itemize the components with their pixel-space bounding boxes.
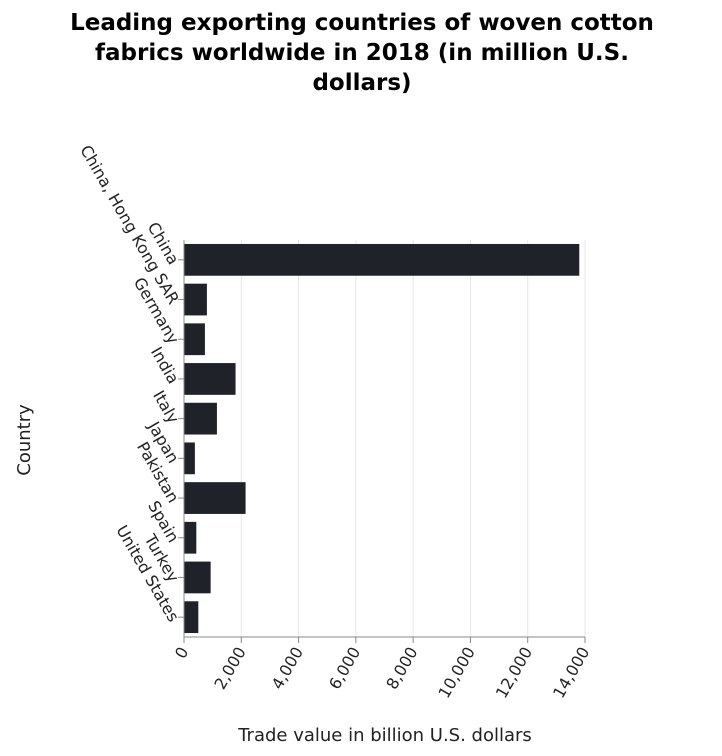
bar <box>184 402 217 435</box>
chart-title-line-2: fabrics worldwide in 2018 (in million U.… <box>95 40 629 66</box>
x-tick-label: 6,000 <box>325 644 364 693</box>
bar <box>184 442 195 475</box>
x-tick-label: 4,000 <box>268 644 307 693</box>
bar <box>184 601 199 634</box>
bar <box>184 323 205 356</box>
y-tick-label: India <box>147 343 183 387</box>
x-tick-label: 14,000 <box>549 644 593 702</box>
chart-title-line-1: Leading exporting countries of woven cot… <box>70 10 654 36</box>
bars <box>184 243 580 634</box>
bar <box>184 243 580 276</box>
bar <box>184 521 197 554</box>
x-tick-label: 8,000 <box>382 644 421 693</box>
bar <box>184 482 246 514</box>
x-axis-ticks: 0 2,000 4,000 6,000 8,000 10,000 12,000 14,000 <box>171 637 593 702</box>
x-tick-label: 10,000 <box>434 644 478 702</box>
bar <box>184 561 211 594</box>
y-tick-label: Italy <box>149 387 183 427</box>
x-tick-label: 0 <box>171 644 193 662</box>
x-tick-label: 12,000 <box>492 644 536 702</box>
chart-title-line-3: dollars) <box>312 70 411 96</box>
grid <box>183 240 586 637</box>
y-axis-label: Country <box>14 404 35 476</box>
axes <box>183 240 585 638</box>
bar <box>184 283 207 316</box>
x-axis-label: Trade value in billion U.S. dollars <box>237 725 532 746</box>
x-tick-label: 2,000 <box>210 644 249 693</box>
bar <box>184 363 236 395</box>
